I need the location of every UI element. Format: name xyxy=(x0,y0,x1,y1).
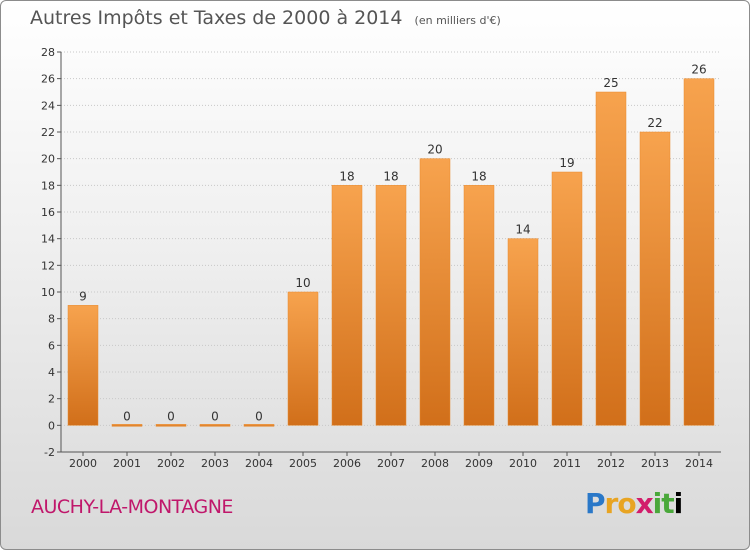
y-tick-label: 18 xyxy=(41,179,55,192)
y-tick-label: 24 xyxy=(41,99,55,112)
bar-2004 xyxy=(243,424,275,427)
x-tick-label-2009: 2009 xyxy=(465,457,493,470)
value-label-2010: 14 xyxy=(515,223,530,237)
y-tick-label: 14 xyxy=(41,233,55,246)
x-tick-label-2001: 2001 xyxy=(113,457,141,470)
bar-2014 xyxy=(683,78,715,426)
value-label-2006: 18 xyxy=(339,169,354,183)
bar-2013 xyxy=(639,131,671,426)
value-label-2011: 19 xyxy=(559,156,574,170)
y-tick-label: 8 xyxy=(48,313,55,326)
value-labels: 9 0 0 0 0 10 18 18 20 18 14 19 25 22 26 xyxy=(79,63,706,424)
chart-title-text: Autres Impôts et Taxes de 2000 à 2014 xyxy=(30,7,403,29)
x-tick-label-2004: 2004 xyxy=(245,457,273,470)
y-tick-label: 0 xyxy=(48,419,55,432)
value-label-2005: 10 xyxy=(295,276,310,290)
x-tick-label-2011: 2011 xyxy=(553,457,581,470)
bar-2008 xyxy=(419,158,451,426)
value-label-2013: 22 xyxy=(647,116,662,130)
value-label-2012: 25 xyxy=(603,76,618,90)
value-label-2009: 18 xyxy=(471,169,486,183)
value-label-2002: 0 xyxy=(167,409,175,423)
y-tick-label: 6 xyxy=(48,339,55,352)
x-tick-label-2013: 2013 xyxy=(641,457,669,470)
value-label-2007: 18 xyxy=(383,169,398,183)
x-tick-label-2000: 2000 xyxy=(69,457,97,470)
chart-subtitle: (en milliers d'€) xyxy=(414,14,501,27)
y-tick-label: 20 xyxy=(41,153,55,166)
bar-2001 xyxy=(111,424,143,427)
y-tick-label: 10 xyxy=(41,286,55,299)
bar-2010 xyxy=(507,238,539,426)
x-tick-label-2014: 2014 xyxy=(685,457,713,470)
x-tick-label-2005: 2005 xyxy=(289,457,317,470)
bar-2007 xyxy=(375,185,407,426)
value-label-2000: 9 xyxy=(79,289,87,303)
x-tick-label-2008: 2008 xyxy=(421,457,449,470)
x-tick-label-2006: 2006 xyxy=(333,457,361,470)
bar-2011 xyxy=(551,171,583,426)
y-tick-label: 22 xyxy=(41,126,55,139)
x-tick-label-2007: 2007 xyxy=(377,457,405,470)
value-label-2008: 20 xyxy=(427,143,442,157)
bars xyxy=(67,78,715,427)
y-tick-label: 2 xyxy=(48,393,55,406)
bar-2009 xyxy=(463,185,495,426)
bar-2003 xyxy=(199,424,231,427)
value-label-2014: 26 xyxy=(691,63,706,77)
chart-title: Autres Impôts et Taxes de 2000 à 2014 (e… xyxy=(30,7,501,29)
x-tick-label-2002: 2002 xyxy=(157,457,185,470)
y-tick-label: 4 xyxy=(48,366,55,379)
bar-2000 xyxy=(67,305,99,426)
y-tick-label: 26 xyxy=(41,73,55,86)
bar-2002 xyxy=(155,424,187,427)
y-tick-label: -2 xyxy=(44,446,55,459)
bar-2006 xyxy=(331,185,363,426)
commune-name: AUCHY-LA-MONTAGNE xyxy=(31,496,233,518)
bar-2005 xyxy=(287,291,319,426)
y-tick-label: 28 xyxy=(41,46,55,59)
value-label-2004: 0 xyxy=(255,409,263,423)
bar-2012 xyxy=(595,91,627,426)
value-label-2003: 0 xyxy=(211,409,219,423)
y-tick-label: 12 xyxy=(41,259,55,272)
value-label-2001: 0 xyxy=(123,409,131,423)
x-tick-label-2003: 2003 xyxy=(201,457,229,470)
x-tick-label-2010: 2010 xyxy=(509,457,537,470)
proxiti-logo[interactable]: Proxiti xyxy=(585,487,683,520)
y-tick-label: 16 xyxy=(41,206,55,219)
x-tick-label-2012: 2012 xyxy=(597,457,625,470)
